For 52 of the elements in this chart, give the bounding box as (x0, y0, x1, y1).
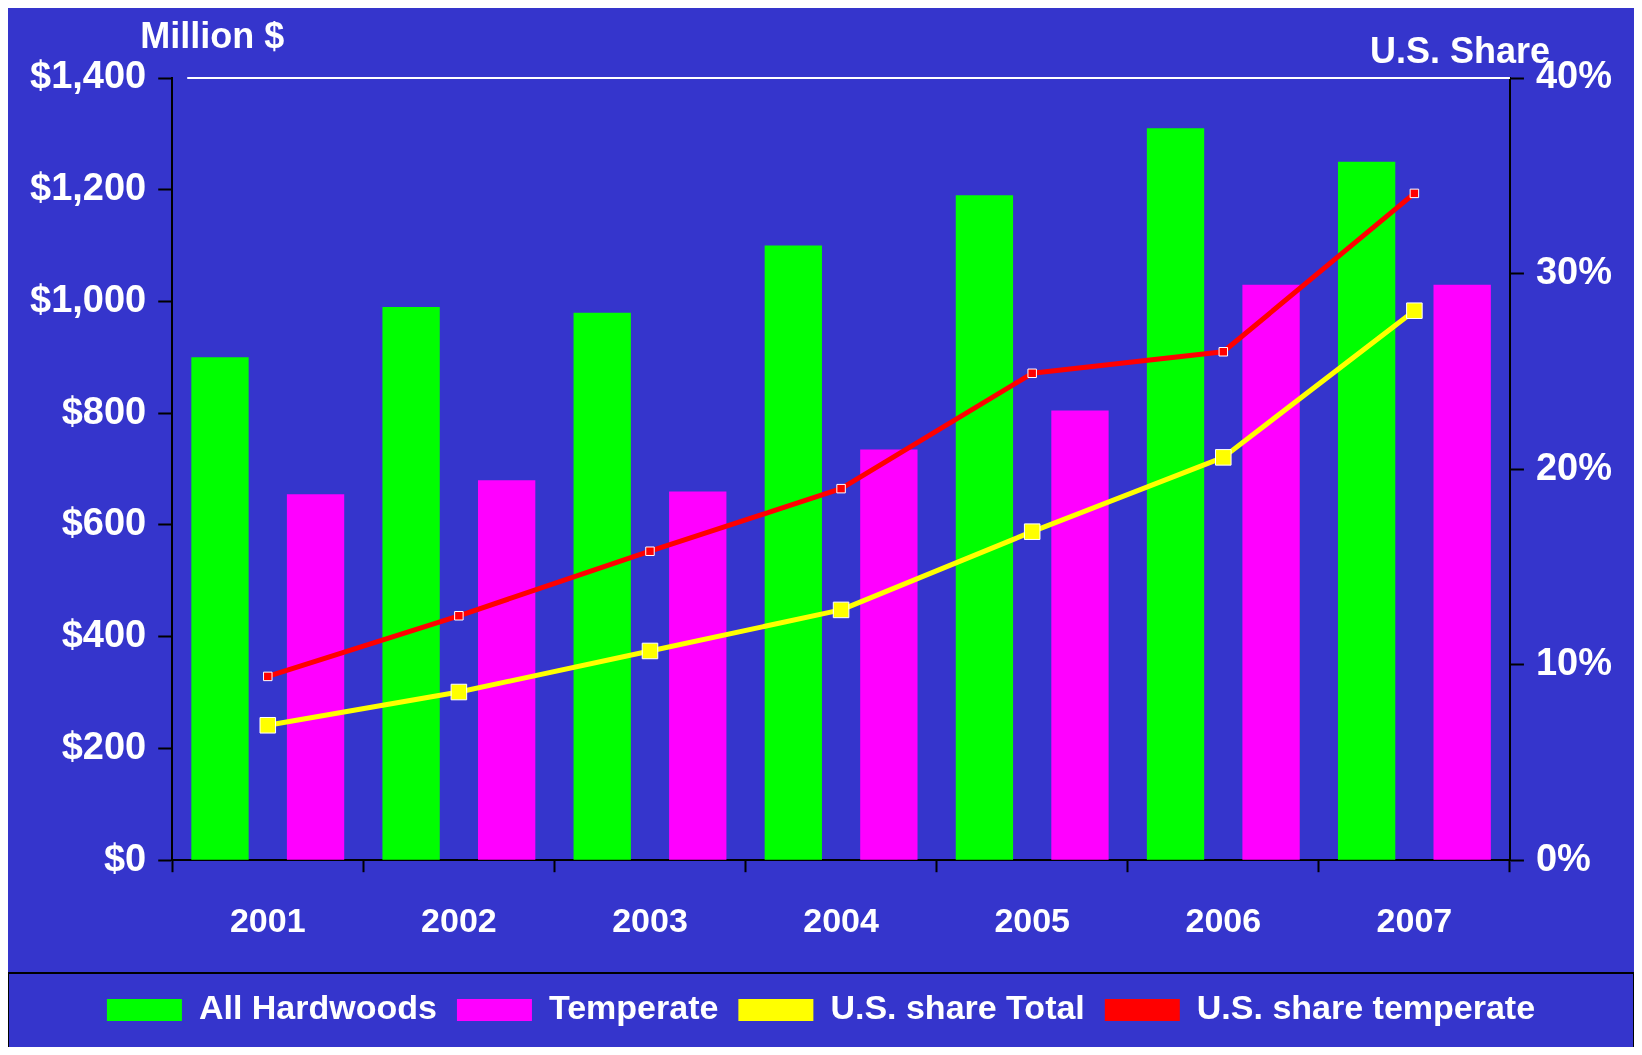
point (1215, 449, 1232, 466)
legend-label: Temperate (548, 988, 719, 1027)
bar (191, 357, 249, 860)
point (1023, 523, 1041, 540)
point (263, 671, 273, 682)
bar (764, 245, 822, 860)
bar (1051, 410, 1109, 860)
y2-tick-label: 20% (1535, 445, 1613, 488)
bar (955, 195, 1014, 860)
y2-tick-label: 30% (1535, 250, 1613, 293)
point (1027, 368, 1037, 379)
bar (286, 494, 345, 860)
y-tick-label: $400 (61, 613, 147, 656)
y-tick-label: $1,000 (29, 277, 147, 320)
point (836, 483, 846, 494)
point (645, 546, 655, 556)
x-tick-label: 2004 (803, 900, 879, 939)
bar (860, 449, 918, 860)
point (259, 716, 277, 734)
bar (382, 307, 440, 860)
point (1406, 302, 1423, 319)
bar (669, 491, 727, 860)
point (1218, 347, 1229, 357)
point (641, 642, 659, 660)
bar (1242, 284, 1300, 860)
legend-label: U.S. share Total (830, 988, 1085, 1027)
legend-label: U.S. share temperate (1196, 988, 1536, 1027)
bar (573, 312, 631, 860)
y-tick-label: $600 (61, 501, 147, 544)
point (1409, 188, 1420, 199)
y-tick-label: $200 (61, 724, 147, 767)
y-tick-label: $1,200 (29, 166, 147, 209)
x-tick-label: 2002 (421, 900, 497, 939)
bar (477, 480, 536, 860)
bar (1337, 161, 1396, 860)
y2-tick-label: 10% (1535, 641, 1613, 684)
x-tick-label: 2001 (229, 900, 306, 939)
y-tick-label: $800 (61, 389, 147, 432)
y-tick-label: $0 (103, 836, 147, 879)
x-tick-label: 2003 (612, 900, 688, 939)
point (832, 601, 850, 619)
point (450, 683, 468, 701)
x-tick-label: 2006 (1185, 900, 1262, 939)
x-tick-label: 2005 (994, 900, 1071, 939)
y-axis-title: Million $ (140, 14, 285, 56)
bar (1146, 128, 1205, 860)
x-tick-label: 2007 (1376, 900, 1453, 939)
legend-label: All Hardwoods (198, 988, 437, 1027)
y2-tick-label: 0% (1535, 836, 1591, 879)
bar (1433, 284, 1491, 860)
point (454, 611, 464, 621)
y-tick-label: $1,400 (29, 54, 147, 97)
